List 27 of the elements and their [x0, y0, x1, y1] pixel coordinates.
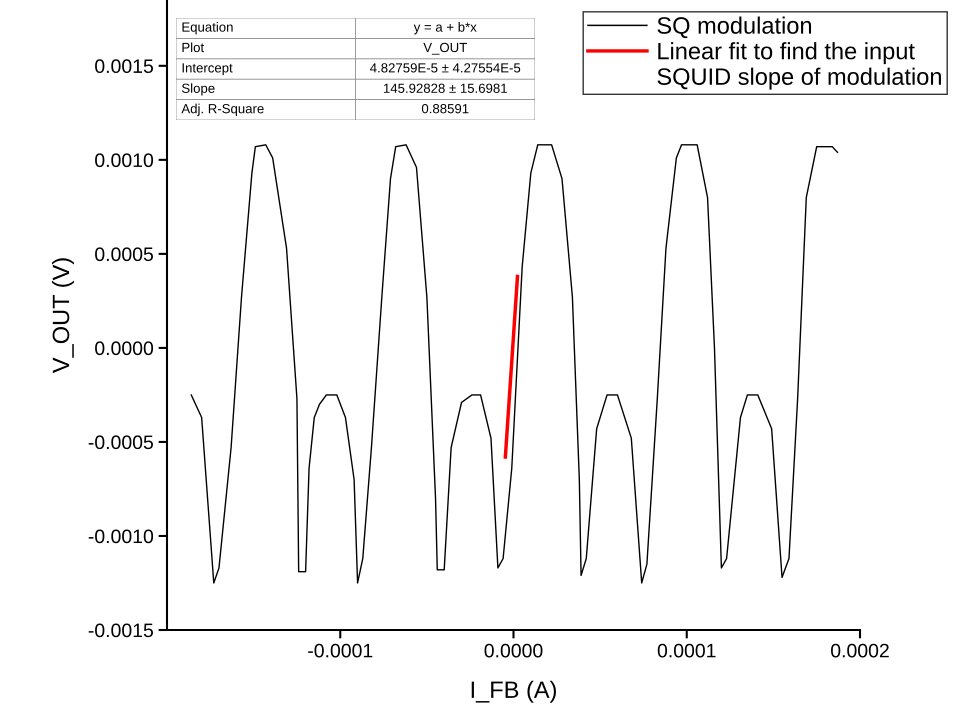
legend-label: SQ modulation	[657, 16, 812, 38]
annotation: 145.92828 ± 15.6981	[384, 84, 507, 93]
annotation: Intercept	[182, 63, 233, 76]
x-tick-label: 0.0001	[658, 644, 716, 658]
annotation: 4.82759E-5 ± 4.27554E-5	[370, 63, 520, 73]
x-tick-label: 0.0002	[831, 644, 889, 658]
y-tick-label: -0.0015	[88, 623, 153, 638]
y-tick-label: -0.0010	[88, 529, 154, 544]
x-tick-label: -0.0001	[308, 644, 372, 658]
x-tick-label: 0.0000	[484, 644, 542, 658]
y-axis-title: V_OUT (V)	[52, 258, 74, 374]
y-tick-label: 0.0015	[95, 59, 153, 74]
y-tick-label: -0.0005	[88, 435, 153, 450]
annotation: Plot	[182, 42, 204, 52]
legend-label: Linear fit to find the input	[658, 42, 915, 64]
x-axis-title: I_FB (A)	[472, 680, 556, 703]
line-series	[190, 144, 838, 584]
annotation: Equation	[182, 22, 233, 34]
annotation: Adj. R-Square	[181, 104, 264, 116]
annotation: 0.88591	[422, 104, 468, 114]
y-tick-label: 0.0005	[95, 247, 153, 262]
annotation: y = a + b*x	[414, 22, 477, 34]
annotation: SQUID slope of modulation	[657, 68, 941, 90]
y-tick-label: 0.0000	[95, 341, 154, 356]
annotation: Slope	[182, 83, 215, 96]
annotation: V_OUT	[423, 42, 467, 55]
y-tick-label: 0.0010	[95, 153, 154, 168]
